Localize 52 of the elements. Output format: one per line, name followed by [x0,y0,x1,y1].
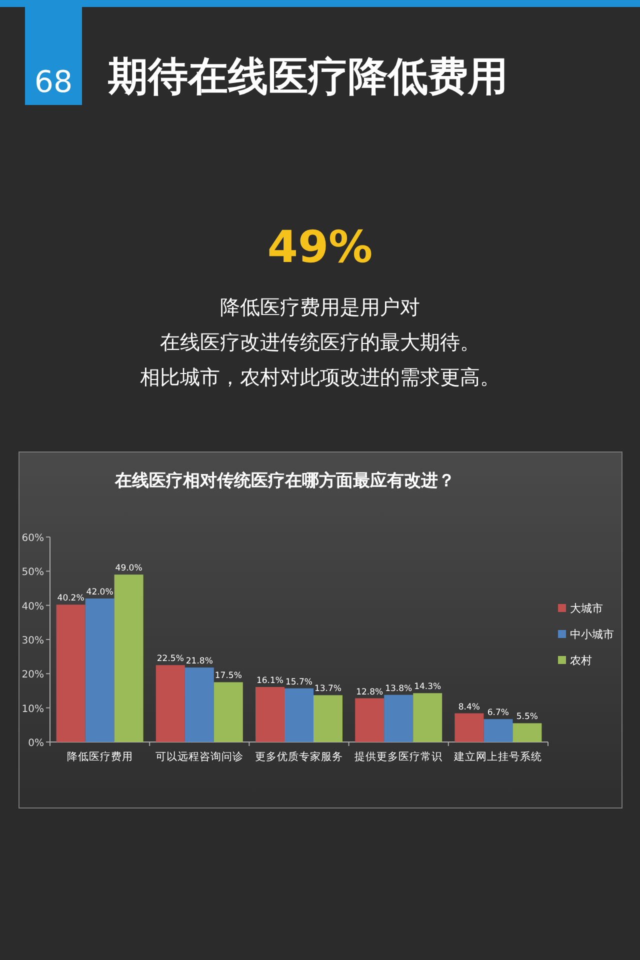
y-tick-label: 0% [28,738,44,749]
text: 在线医疗改进传统医疗的最大期待。 [160,330,480,354]
bar [56,604,86,742]
bar [484,719,513,742]
y-tick-label: 60% [22,533,44,544]
data-label: 42.0% [86,588,114,598]
text: 降低医疗费用是用户对 [220,295,420,319]
bar [355,698,384,742]
bar [214,682,243,742]
x-tick-label: 降低医疗费用 [66,750,133,763]
data-label: 5.5% [516,712,538,722]
text: 49% [267,222,373,273]
data-label: 12.8% [356,687,384,698]
data-label: 13.7% [314,684,342,694]
bar [512,723,542,742]
data-label: 22.5% [156,654,184,664]
text: 68 [34,65,73,100]
bar [256,686,284,742]
y-tick-label: 50% [22,567,44,578]
x-tick-label: 可以远程咨询问诊 [155,750,244,763]
data-label: 40.2% [57,594,84,604]
legend-label: 农村 [570,654,592,667]
data-label: 14.3% [414,682,442,692]
bar [413,693,442,742]
data-label: 21.8% [186,656,213,667]
bar [114,574,144,742]
bar [314,695,342,742]
bar [384,694,414,742]
chart-subtitle: 在线医疗相对传统医疗在哪方面最应有改进？ [114,471,455,491]
data-label: 13.8% [385,684,412,694]
data-label: 15.7% [285,677,313,688]
bar [184,668,214,742]
data-label: 16.1% [256,676,284,686]
bar [156,665,185,742]
bar [454,713,484,742]
bar [284,688,314,742]
y-tick-label: 30% [22,636,44,646]
x-tick-label: 提供更多医疗常识 [354,750,443,763]
data-label: 8.4% [458,702,480,712]
y-tick-label: 20% [22,670,44,681]
data-label: 49.0% [115,564,142,574]
legend-label: 中小城市 [570,628,614,641]
text: 相比城市，农村对此项改进的需求更高。 [140,365,500,389]
data-label: 17.5% [214,671,242,682]
y-tick-label: 40% [22,601,44,612]
y-tick-label: 10% [22,704,44,715]
x-tick-label: 建立网上挂号系统 [453,750,542,763]
data-label: 6.7% [487,708,510,718]
x-tick-label: 更多优质专家服务 [255,750,343,763]
legend-label: 大城市 [570,602,603,615]
bar [85,598,114,742]
chart-title: 期待在线医疗降低费用 [107,54,508,100]
